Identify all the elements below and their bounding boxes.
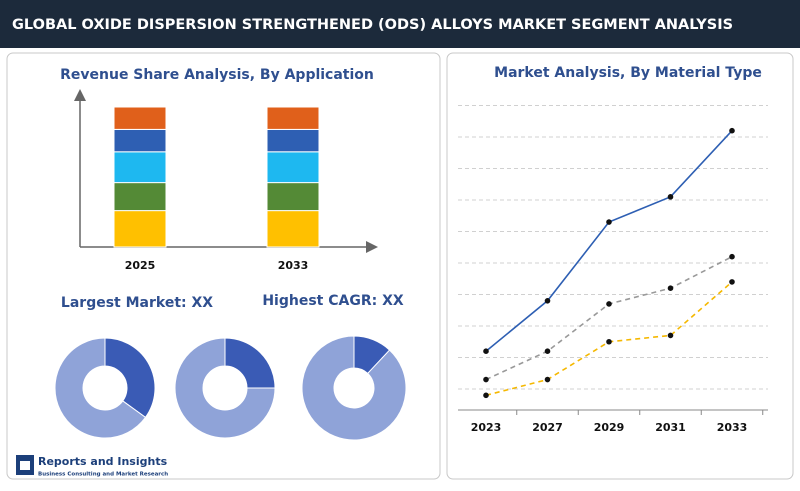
bar-segment: [266, 151, 320, 184]
bar-segment: [266, 106, 320, 130]
point-marker: [667, 194, 674, 200]
largest-market-label: Largest Market: XX: [61, 295, 213, 311]
point-marker: [606, 301, 612, 307]
bar-segment: [266, 210, 320, 248]
point-marker: [729, 127, 735, 134]
right-panel: [446, 52, 794, 480]
x-tick-label: 2029: [594, 421, 625, 434]
point-marker: [544, 376, 551, 383]
logo-name: Reports and Insights: [38, 455, 168, 468]
bar-segment: [266, 128, 320, 153]
donut-slice: [301, 335, 407, 441]
highest-cagr-label: Highest CAGR: XX: [262, 293, 404, 309]
chart-title: Revenue Share Analysis, By Application: [60, 67, 374, 83]
bar-segment: [113, 182, 167, 212]
point-marker: [606, 219, 612, 225]
left-panel: [6, 52, 441, 480]
x-tick-label: 2027: [532, 421, 563, 434]
donut-slice: [104, 337, 156, 419]
point-marker: [544, 348, 551, 355]
x-tick-label: 2033: [717, 421, 748, 434]
point-marker: [667, 285, 674, 292]
point-marker: [729, 253, 735, 260]
header-title: GLOBAL OXIDE DISPERSION STRENGTHENED (OD…: [12, 17, 733, 33]
donut-slice: [54, 337, 147, 439]
logo: Reports and Insights Business Consulting…: [16, 455, 168, 478]
x-tick-label: 2025: [125, 259, 156, 272]
bar-segment: [113, 106, 167, 130]
header-bar: [0, 0, 800, 48]
point-marker: [483, 376, 489, 383]
point-marker: [667, 332, 674, 339]
bar-segment: [113, 128, 167, 153]
bar-segment: [113, 151, 167, 184]
x-tick-label: 2023: [471, 421, 502, 434]
bar-segment: [113, 210, 167, 248]
point-marker: [544, 298, 551, 304]
point-marker: [483, 348, 489, 355]
donut-slice: [174, 337, 276, 439]
x-tick-label: 2033: [278, 259, 309, 272]
point-marker: [606, 338, 612, 345]
bar-segment: [266, 182, 320, 212]
chart-title: Market Analysis, By Material Type: [494, 65, 762, 81]
donut-slice: [224, 337, 276, 389]
logo-icon-inner: [20, 461, 30, 470]
point-marker: [483, 392, 489, 399]
point-marker: [729, 279, 735, 285]
logo-tagline: Business Consulting and Market Research: [38, 472, 168, 478]
x-tick-label: 2031: [655, 421, 686, 434]
